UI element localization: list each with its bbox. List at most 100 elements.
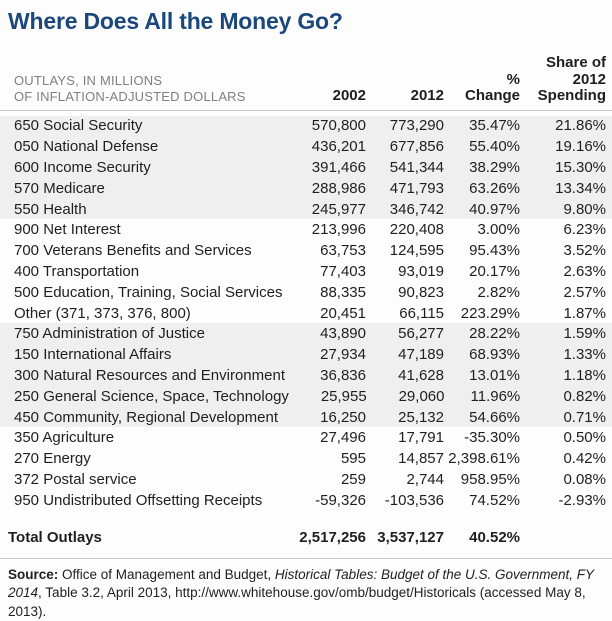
cell-2002: 25,955 <box>320 387 367 405</box>
source-note: Source: Office of Management and Budget,… <box>8 566 594 619</box>
cell-percent-change: 63.26% <box>469 179 520 197</box>
cell-2002: 63,753 <box>320 242 366 260</box>
cell-share: 21.86% <box>555 117 606 135</box>
column-header-2012: 2012 <box>410 87 444 104</box>
cell-percent-change: 95.43% <box>469 242 520 260</box>
row-label: 950 Undistributed Offsetting Receipts <box>14 491 263 509</box>
cell-2002: 27,934 <box>320 346 366 364</box>
footer-divider <box>0 557 612 559</box>
cell-2002: 36,836 <box>320 366 366 384</box>
cell-2002: 436,201 <box>311 138 366 156</box>
table-row: 900 Net Interest 213,996 220,408 3.00% 6… <box>0 219 612 240</box>
cell-2002: 16,250 <box>320 408 366 426</box>
cell-share: 1.33% <box>563 346 606 364</box>
cell-2012: 47,189 <box>398 346 444 364</box>
cell-2002: 20,451 <box>320 304 366 322</box>
table-row: 550 Health 245,977 346,742 40.97% 9.80% <box>0 198 612 220</box>
cell-2002: 259 <box>340 470 366 488</box>
table-row: 750 Administration of Justice 43,890 56,… <box>0 323 612 345</box>
row-label: 700 Veterans Benefits and Services <box>14 242 252 260</box>
column-header-2002: 2002 <box>332 87 366 104</box>
cell-2012: 25,132 <box>398 408 444 426</box>
cell-percent-change: -35.30% <box>464 429 520 447</box>
cell-percent-change: 40.97% <box>469 200 520 218</box>
cell-percent-change: 35.47% <box>469 117 520 135</box>
column-header-percent-change: % Change <box>464 70 520 104</box>
table-row: 700 Veterans Benefits and Services 63,75… <box>0 240 612 261</box>
row-label: 270 Energy <box>14 450 91 468</box>
cell-percent-change: 223.29% <box>460 304 520 322</box>
cell-2002: 77,403 <box>320 262 366 280</box>
cell-2002: 391,466 <box>311 158 366 176</box>
table-header: OUTLAYS, IN MILLIONS OF INFLATION-ADJUST… <box>8 54 606 105</box>
cell-2002: 43,890 <box>320 325 366 343</box>
row-label: 250 General Science, Space, Technology <box>14 387 289 405</box>
cell-share: 1.87% <box>563 304 606 322</box>
cell-2002: 595 <box>340 450 366 468</box>
cell-percent-change: 55.40% <box>469 138 520 156</box>
cell-2012: 220,408 <box>389 221 444 239</box>
total-row: Total Outlays 2,517,256 3,537,127 40.52% <box>0 527 612 549</box>
cell-share: 2.57% <box>563 283 606 301</box>
cell-percent-change: 20.17% <box>469 262 520 280</box>
row-label: 050 National Defense <box>14 138 159 156</box>
cell-share: 3.52% <box>563 242 606 260</box>
row-label: 750 Administration of Justice <box>14 325 205 343</box>
cell-share: 1.59% <box>563 325 606 343</box>
row-label: 400 Transportation <box>14 262 140 280</box>
cell-share: 0.50% <box>563 429 606 447</box>
table-row: 400 Transportation 77,403 93,019 20.17% … <box>0 261 612 282</box>
cell-2012: -103,536 <box>384 491 444 509</box>
table-row: 150 International Affairs 27,934 47,189 … <box>0 344 612 366</box>
cell-2012: 14,857 <box>398 450 444 468</box>
row-label: Other (371, 373, 376, 800) <box>14 304 191 322</box>
cell-2012: 677,856 <box>389 138 444 156</box>
total-change: 40.52% <box>469 529 520 547</box>
row-label: 150 International Affairs <box>14 346 172 364</box>
table-row: 350 Agriculture 27,496 17,791 -35.30% 0.… <box>0 427 612 448</box>
cell-2012: 124,595 <box>389 242 444 260</box>
cell-percent-change: 38.29% <box>469 158 520 176</box>
cell-share: 1.18% <box>563 366 606 384</box>
cell-percent-change: 74.52% <box>469 491 520 509</box>
cell-2002: 288,986 <box>311 179 366 197</box>
table-row: 570 Medicare 288,986 471,793 63.26% 13.3… <box>0 177 612 199</box>
cell-share: 9.80% <box>563 200 606 218</box>
cell-2002: 27,496 <box>320 429 366 447</box>
table-row: 600 Income Security 391,466 541,344 38.2… <box>0 157 612 178</box>
cell-percent-change: 2,398.61% <box>448 450 520 468</box>
table-row: Other (371, 373, 376, 800) 20,451 66,115… <box>0 303 612 324</box>
cell-2002: 570,800 <box>311 117 366 135</box>
row-label: 570 Medicare <box>14 179 105 197</box>
page-title: Where Does All the Money Go? <box>8 8 343 34</box>
row-label: 300 Natural Resources and Environment <box>14 366 285 384</box>
table-body: 650 Social Security 570,800 773,290 35.4… <box>0 115 612 511</box>
cell-share: 0.42% <box>563 450 606 468</box>
cell-2002: 88,335 <box>320 283 366 301</box>
unit-label-line2: OF INFLATION-ADJUSTED DOLLARS <box>14 88 246 104</box>
table-row: 450 Community, Regional Development 16,2… <box>0 406 612 428</box>
cell-share: 0.82% <box>563 387 607 405</box>
row-label: 350 Agriculture <box>14 429 115 447</box>
total-2012: 3,537,127 <box>377 529 444 547</box>
unit-label: OUTLAYS, IN MILLIONS OF INFLATION-ADJUST… <box>14 73 288 105</box>
cell-percent-change: 3.00% <box>477 221 520 239</box>
table-row: 500 Education, Training, Social Services… <box>0 282 612 303</box>
cell-share: 15.30% <box>555 158 606 176</box>
cell-share: 6.23% <box>563 221 606 239</box>
row-label: 650 Social Security <box>14 117 143 135</box>
table-row: 250 General Science, Space, Technology 2… <box>0 385 612 407</box>
total-label: Total Outlays <box>8 529 102 547</box>
row-label: 450 Community, Regional Development <box>14 408 279 426</box>
cell-share: -2.93% <box>558 491 606 509</box>
cell-2012: 29,060 <box>398 387 445 405</box>
cell-2012: 541,344 <box>389 158 444 176</box>
cell-2012: 66,115 <box>399 304 444 322</box>
cell-2012: 41,628 <box>398 366 444 384</box>
unit-label-line1: OUTLAYS, IN MILLIONS <box>14 72 163 88</box>
table-row: 650 Social Security 570,800 773,290 35.4… <box>0 115 612 137</box>
cell-2012: 2,744 <box>406 470 444 488</box>
table-row: 300 Natural Resources and Environment 36… <box>0 365 612 386</box>
total-2002: 2,517,256 <box>299 529 366 547</box>
cell-percent-change: 28.22% <box>469 325 520 343</box>
